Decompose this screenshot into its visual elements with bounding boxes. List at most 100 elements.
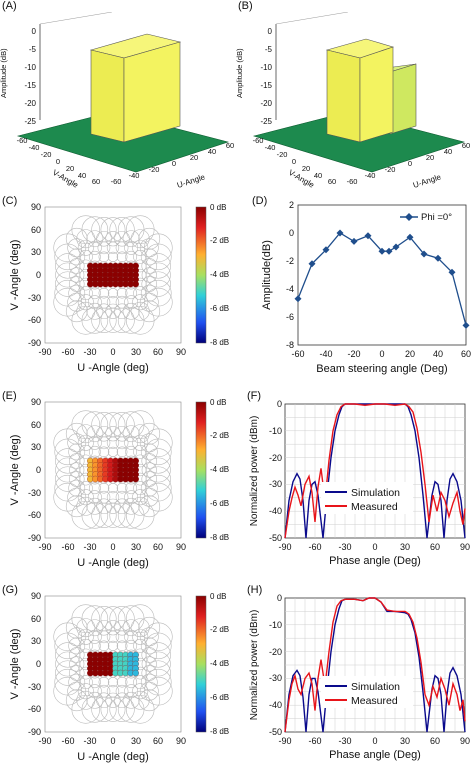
beam-footprint-circle [68, 471, 85, 487]
beam-footprint-circle [81, 411, 109, 438]
beam-footprint-circle [88, 250, 101, 263]
colorbar-e-tick: -2 dB [210, 431, 229, 440]
map-g-ytick: 90 [31, 591, 41, 601]
beam-footprint-circle [78, 638, 93, 653]
data-point-marker [385, 247, 393, 255]
beam-footprint-circle [144, 287, 173, 317]
beam-footprint-circle [100, 412, 126, 438]
chart-a-ztick: -15 [24, 81, 36, 90]
beam-footprint-circle [76, 229, 96, 249]
chart-d-ytick: -8 [286, 340, 294, 350]
beam-footprint-circle [81, 696, 109, 723]
map-e-ytick: -60 [28, 510, 41, 520]
map-c-xtick: -60 [61, 347, 74, 357]
map-e-xlabel: U -Angle (deg) [77, 557, 149, 569]
beam-footprint-circle [100, 606, 126, 632]
beam-footprint-circle [132, 628, 149, 645]
panel-label-b: (B) [238, 0, 253, 12]
chart-b-vtick: 0 [292, 157, 296, 166]
data-point-marker [378, 247, 386, 255]
map-e-ytick: 0 [36, 465, 41, 475]
beam-footprint-circle [65, 495, 88, 518]
beam-footprint-circle [81, 502, 109, 529]
chart-f-legend-sim: Simulation [351, 487, 400, 499]
bar3d-b-block-high [325, 38, 394, 143]
chart-h-xtick: -30 [338, 736, 351, 746]
chart-f-ytick: -20 [269, 453, 282, 463]
chart-b-vtick: -40 [265, 143, 276, 152]
beam-footprint-circle [138, 616, 161, 639]
chart-b-vtick: 40 [314, 171, 322, 180]
beam-footprint-circle [145, 466, 171, 492]
chart-a-ulabel: U-Angle [176, 172, 207, 190]
chart-f-legend: Simulation Measured [321, 482, 413, 514]
map-c-xtick: -90 [38, 347, 51, 357]
chart-f-xtick: 0 [372, 542, 377, 552]
active-beam-point [132, 669, 139, 677]
chart-f-xtick: 60 [430, 542, 440, 552]
chart-a-vtick: 0 [56, 157, 60, 166]
chart-d-xtick: 60 [461, 349, 471, 359]
chart-a-ztick: -20 [24, 99, 36, 108]
chart-a-utick: -40 [129, 171, 140, 180]
beam-footprint-circle [109, 217, 135, 243]
beam-footprint-circle [139, 433, 159, 453]
beam-footprint-circle [71, 695, 101, 724]
beam-footprint-circle [141, 267, 157, 283]
colorbar-e-tick: 0 dB [210, 398, 226, 407]
chart-d-ytick: -6 [286, 312, 294, 322]
beam-footprint-circle [71, 410, 101, 439]
map-c-ytick: -30 [28, 293, 41, 303]
beam-footprint-circle [88, 676, 101, 689]
beam-footprint-circle [145, 642, 171, 668]
beam-footprint-circle [86, 302, 104, 320]
map-g-ytick: 30 [31, 636, 41, 646]
chart-d-xtick: -20 [347, 349, 360, 359]
beam-footprint-circle [125, 445, 138, 458]
beam-footprint-circle [96, 619, 112, 636]
active-beam-point [132, 280, 139, 288]
beam-footprint-circle [140, 637, 158, 655]
chart-b-vtick: -60 [253, 136, 264, 145]
map-g-ylabel: V -Angle (deg) [9, 629, 21, 700]
beam-footprint-circle [68, 453, 85, 469]
chart-d-ytick: 0 [289, 228, 294, 238]
beam-footprint-circle [115, 684, 129, 698]
beam-footprint-circle [96, 692, 112, 709]
beam-footprint-circle [145, 457, 171, 483]
chart-h-ylabel: Normalized power (dBm) [249, 610, 260, 721]
chart-a-3d-bar: Amplitude (dB) 0 -5 -10 -15 -20 -25 -60 … [0, 12, 234, 190]
beam-footprint-circle [100, 217, 126, 243]
map-c-ytick: 30 [31, 247, 41, 257]
beam-footprint-circle [138, 689, 161, 712]
beam-footprint-circle [105, 620, 121, 636]
beam-footprint-circle [86, 425, 104, 443]
beam-footprint-circle [105, 498, 121, 514]
beam-footprint-circle [88, 639, 101, 652]
map-c-ytick: 60 [31, 225, 41, 235]
beam-footprint-circle [140, 443, 158, 461]
beam-footprint-circle [98, 482, 110, 494]
chart-h-ytick: -30 [269, 673, 282, 683]
colorbar-e: 0 dB -2 dB -4 dB -6 dB -8 dB [195, 398, 229, 542]
chart-d-plot [294, 229, 470, 329]
beam-footprint-circle [68, 647, 85, 663]
chart-d-line: 2 0 -2 -4 -6 -8 -60 -40 -20 0 20 40 60 B… [261, 200, 471, 375]
chart-d-xlabel: Beam steering angle (Deg) [316, 363, 447, 375]
beam-footprint-circle [91, 217, 117, 243]
map-g-plot [44, 595, 182, 733]
beam-footprint-circle [115, 490, 129, 504]
chart-f-xtick: 30 [400, 542, 410, 552]
colorbar-c-tick: -4 dB [210, 270, 229, 279]
map-g-circle-layer [53, 604, 173, 724]
beam-footprint-circle [65, 422, 88, 445]
chart-f-ytick: -40 [269, 506, 282, 516]
beam-footprint-circle [86, 619, 104, 637]
chart-b-ztick: -20 [260, 99, 272, 108]
map-e-plot [44, 401, 182, 539]
colorbar-e-tick: -4 dB [210, 465, 229, 474]
chart-h-grid [285, 598, 465, 732]
beam-footprint-circle [139, 487, 159, 507]
beam-footprint-circle [144, 482, 173, 512]
map-e-ytick: 30 [31, 442, 41, 452]
